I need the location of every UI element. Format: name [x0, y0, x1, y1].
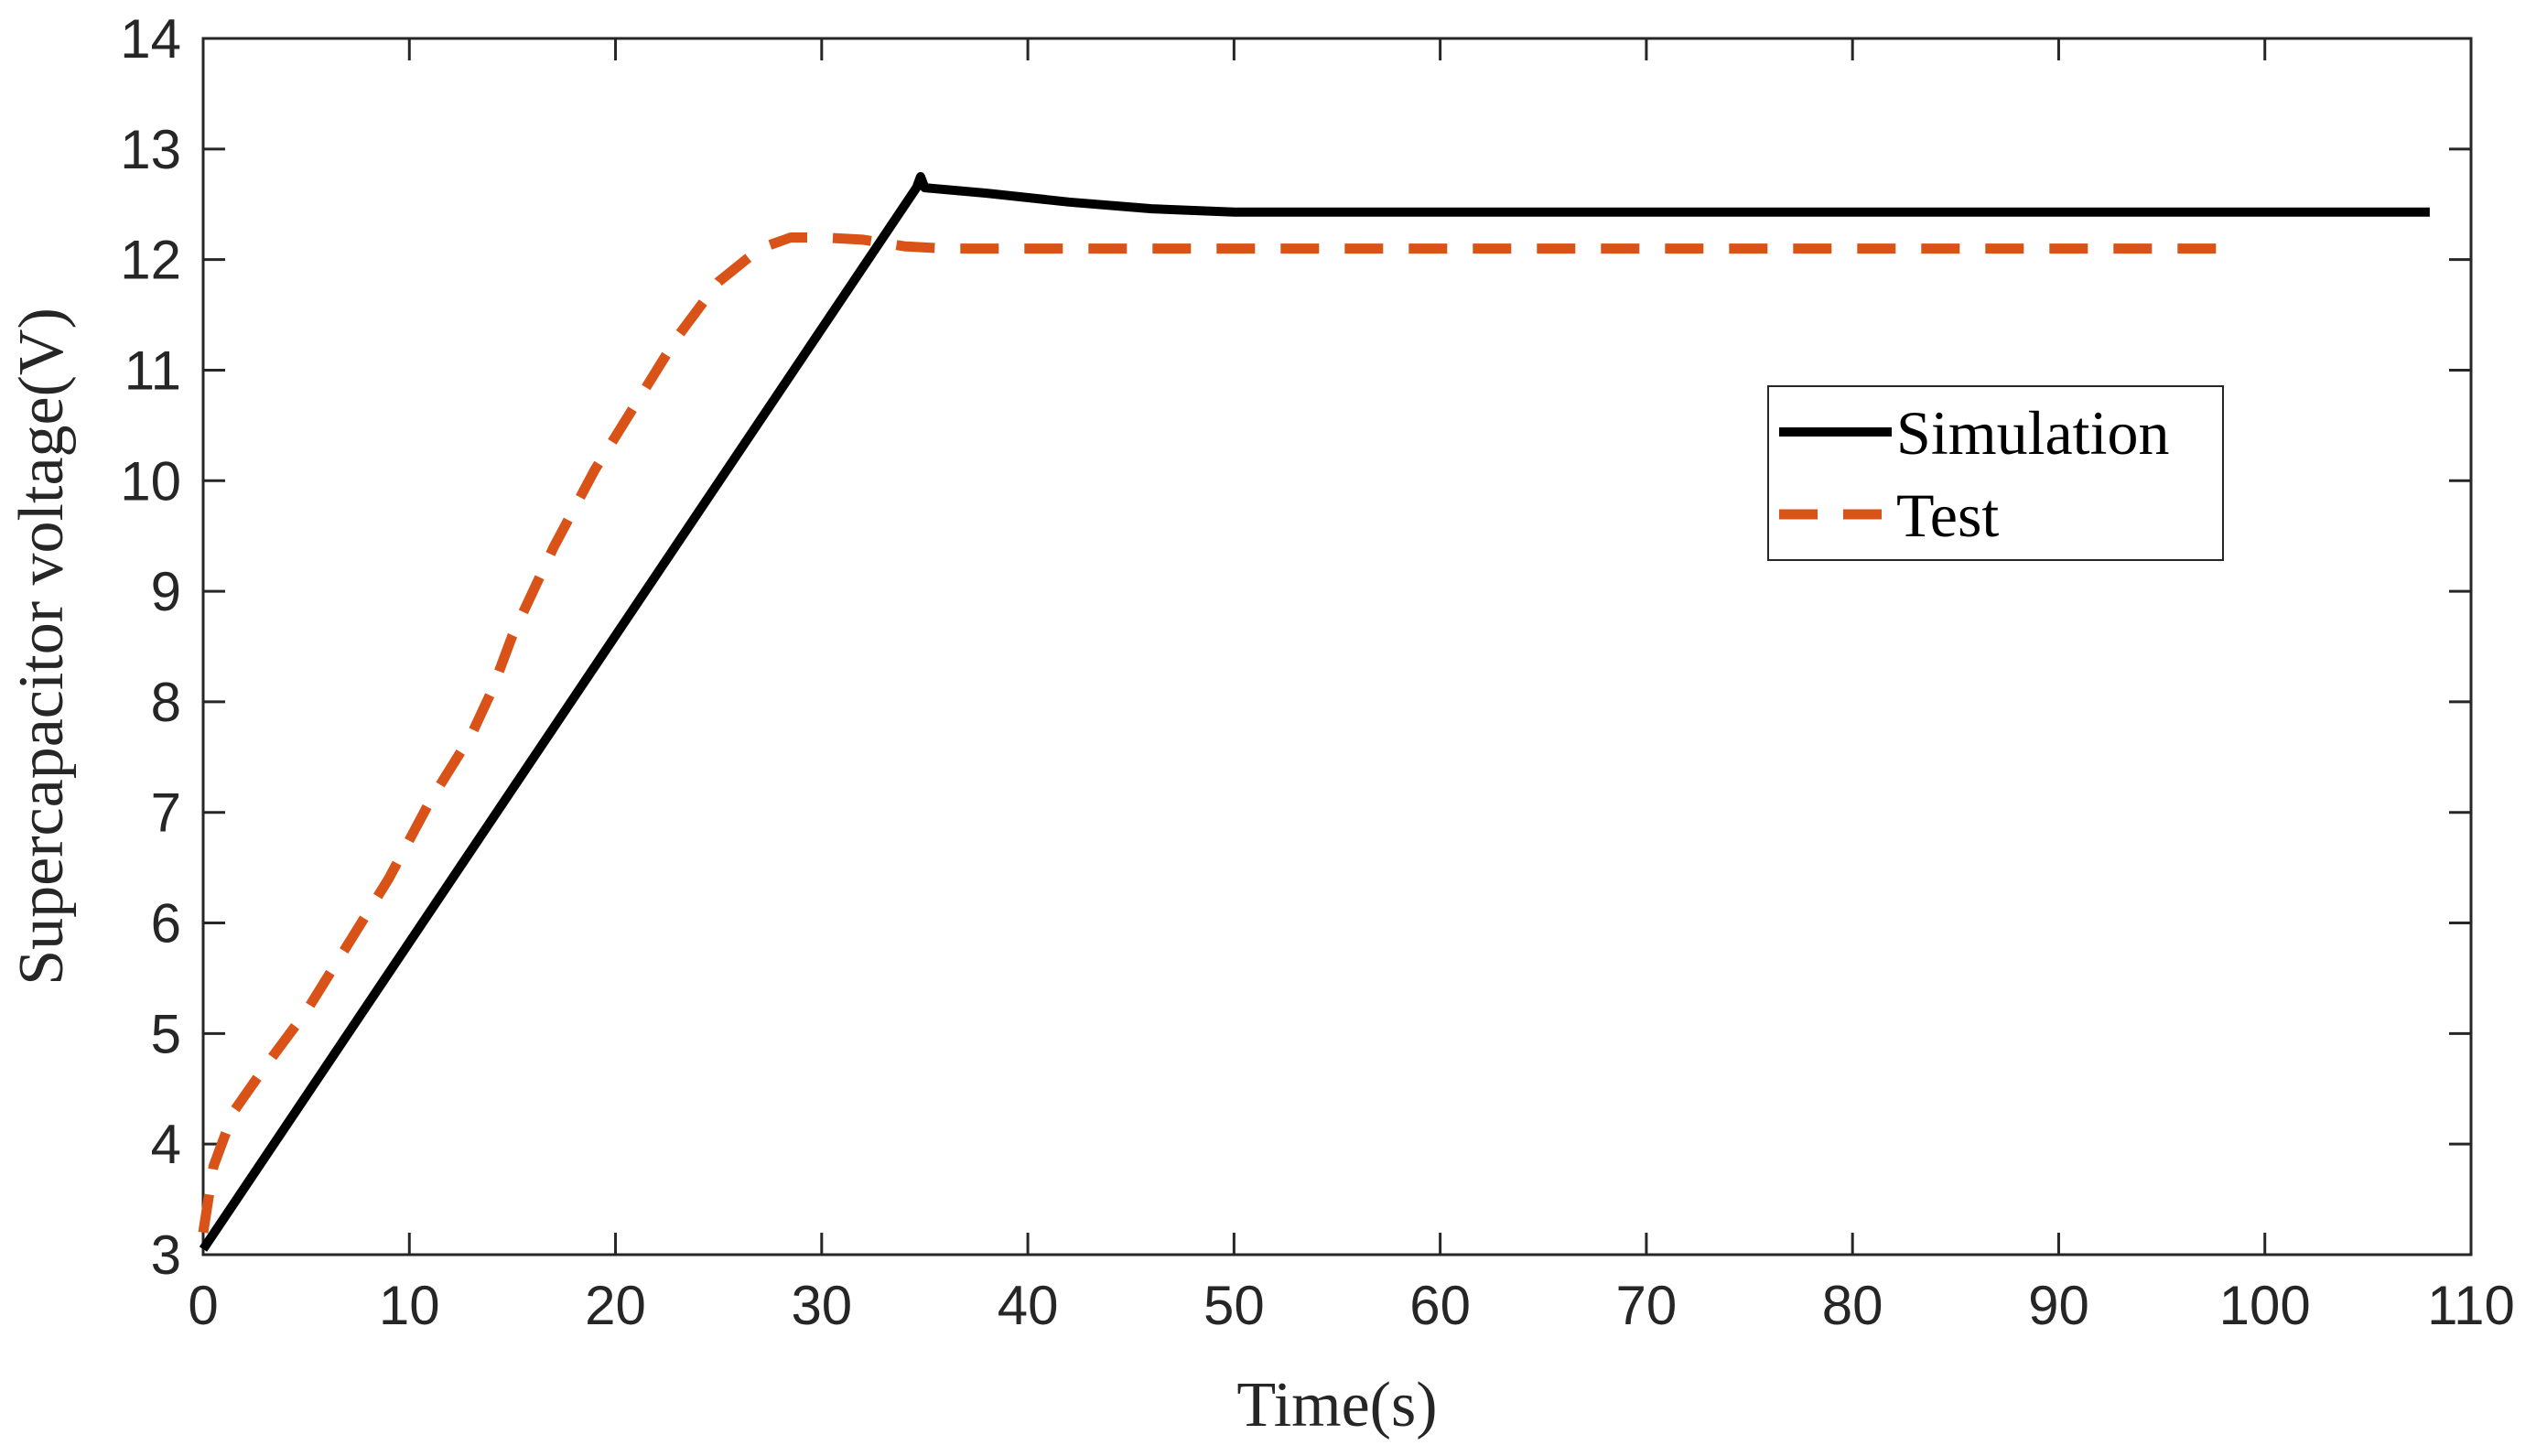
- y-tick-label: 10: [120, 450, 181, 512]
- y-axis-title: Supercapacitor voltage(V): [6, 307, 77, 986]
- x-tick-label: 80: [1822, 1275, 1883, 1336]
- y-tick-label: 14: [120, 8, 181, 70]
- x-tick-label: 50: [1203, 1275, 1265, 1336]
- y-tick-label: 8: [151, 672, 181, 733]
- legend-label-simulation: Simulation: [1896, 398, 2169, 468]
- legend: Simulation Test: [1767, 385, 2224, 561]
- plot-area: 0 10 20 30 40 50 60 70 80 90 100 110 3 4 5 6 7 8 9 10 11 12 13…: [120, 8, 2515, 1336]
- x-tick-label: 110: [2427, 1275, 2515, 1336]
- y-tick-label: 6: [151, 893, 181, 954]
- y-tick-label: 11: [124, 340, 181, 401]
- series-line-test: [198, 232, 2224, 1234]
- x-tick-label: 70: [1616, 1275, 1678, 1336]
- y-tick-label: 7: [151, 782, 181, 844]
- y-tick-label: 4: [151, 1114, 181, 1175]
- y-tick-label: 12: [120, 230, 181, 291]
- y-tick-label: 3: [151, 1224, 181, 1286]
- x-tick-label: 60: [1409, 1275, 1471, 1336]
- legend-label-test: Test: [1896, 480, 1999, 550]
- x-tick-label: 30: [791, 1275, 852, 1336]
- y-tick-label: 9: [151, 561, 181, 622]
- x-axis-title: Time(s): [1236, 1370, 1437, 1440]
- axes-box: [201, 37, 2473, 1256]
- y-tick-label: 5: [151, 1003, 181, 1064]
- y-tick-label: 13: [120, 119, 181, 180]
- legend-box: [1767, 385, 2224, 561]
- x-tick-label: 20: [585, 1275, 646, 1336]
- x-tick-label: 0: [188, 1275, 218, 1336]
- x-tick-label: 100: [2219, 1275, 2311, 1336]
- x-tick-label: 10: [379, 1275, 440, 1336]
- x-tick-label: 90: [2028, 1275, 2089, 1336]
- series-line-simulation: [199, 172, 2430, 1252]
- x-tick-label: 40: [998, 1275, 1059, 1336]
